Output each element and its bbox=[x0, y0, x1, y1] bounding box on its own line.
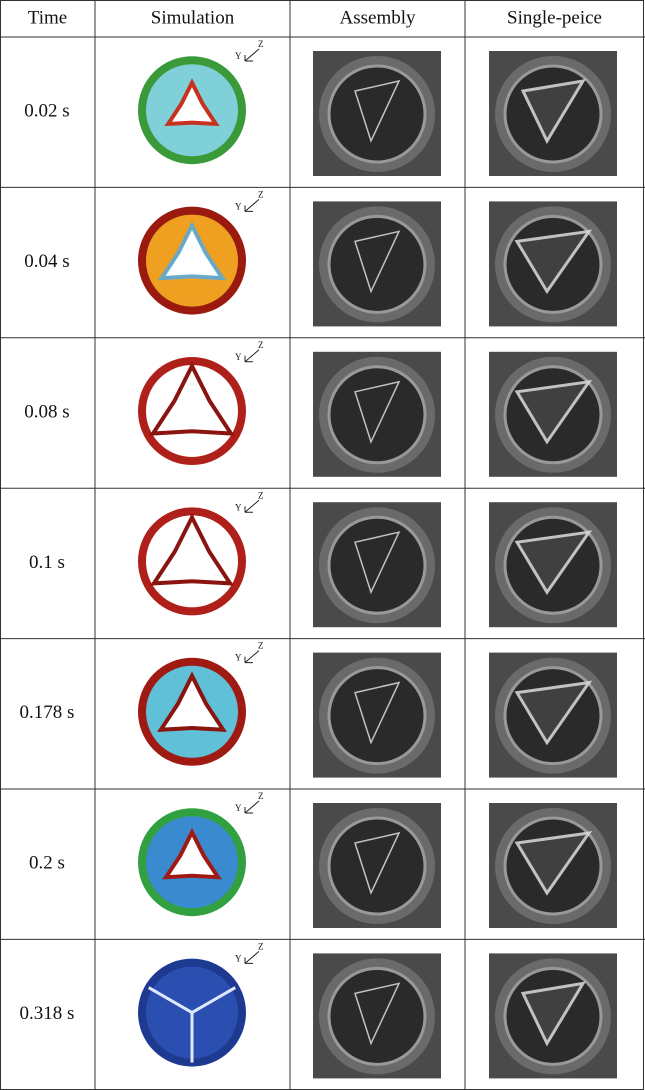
time-label: 0.1 s bbox=[29, 552, 65, 573]
axis-label: Y bbox=[235, 352, 242, 362]
time-label: 0.2 s bbox=[29, 853, 65, 874]
photo-ring bbox=[329, 968, 425, 1064]
column-header: Simulation bbox=[151, 7, 235, 28]
time-label: 0.04 s bbox=[24, 251, 69, 272]
axis-label: Y bbox=[235, 201, 242, 211]
time-label: 0.02 s bbox=[24, 101, 69, 122]
photo-ring bbox=[329, 517, 425, 613]
axis-label: Y bbox=[235, 803, 242, 813]
results-table: Time Simulation Assembly Single-peice 0.02 s… bbox=[0, 0, 645, 1090]
time-label: 0.318 s bbox=[20, 1003, 75, 1024]
axis-triad bbox=[245, 951, 259, 963]
time-label: 0.178 s bbox=[20, 702, 75, 723]
photo-ring bbox=[329, 367, 425, 463]
axis-triad bbox=[245, 500, 259, 512]
axis-label: Z bbox=[258, 189, 264, 199]
axis-label: Z bbox=[258, 490, 264, 500]
axis-label: Y bbox=[235, 502, 242, 512]
axis-triad bbox=[245, 199, 259, 211]
column-header: Time bbox=[28, 7, 67, 28]
photo-ring bbox=[329, 818, 425, 914]
axis-triad bbox=[245, 651, 259, 663]
time-label: 0.08 s bbox=[24, 401, 69, 422]
axis-label: Y bbox=[235, 653, 242, 663]
axis-label: Y bbox=[235, 953, 242, 963]
column-header: Single-peice bbox=[507, 7, 602, 28]
axis-triad bbox=[245, 49, 259, 61]
photo-ring bbox=[329, 66, 425, 162]
axis-label: Y bbox=[235, 51, 242, 61]
axis-label: Z bbox=[258, 39, 264, 49]
axis-label: Z bbox=[258, 340, 264, 350]
page: {"table": {"header": ["Time", "Simulatio… bbox=[0, 0, 645, 1090]
column-header: Assembly bbox=[340, 7, 417, 28]
axis-triad bbox=[245, 801, 259, 813]
photo-ring bbox=[329, 668, 425, 764]
photo-ring bbox=[329, 216, 425, 312]
axis-triad bbox=[245, 350, 259, 362]
axis-label: Z bbox=[258, 791, 264, 801]
axis-label: Z bbox=[258, 941, 264, 951]
axis-label: Z bbox=[258, 641, 264, 651]
